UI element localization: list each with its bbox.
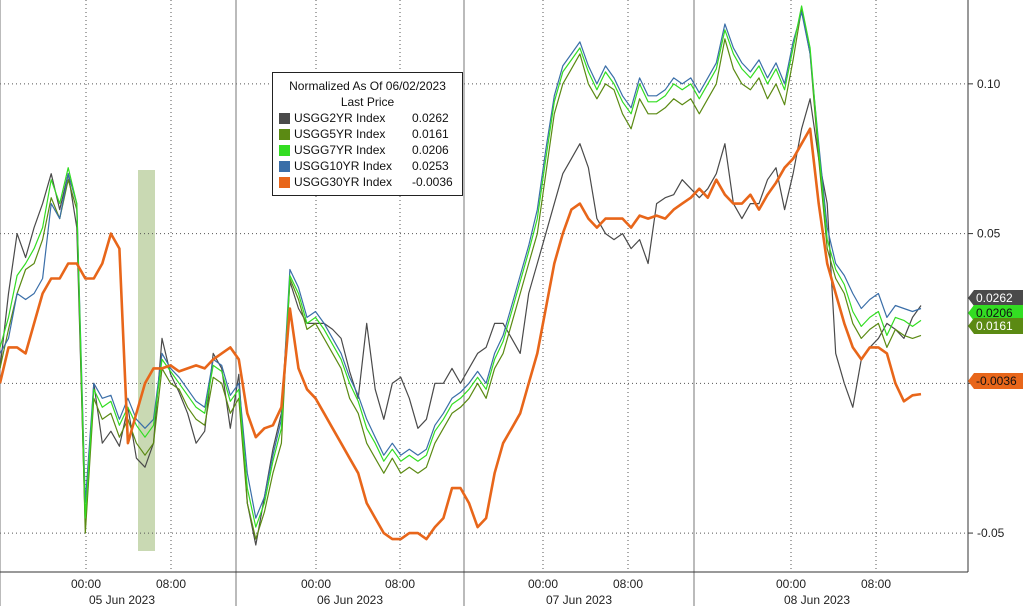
tag-value: 0.0206 xyxy=(976,306,1013,320)
tag-value: -0.0036 xyxy=(976,374,1017,388)
y-tick-label: -0.05 xyxy=(977,526,1005,540)
legend-entry: USGG10YR Index 0.0253 xyxy=(279,158,456,174)
tag-value: 0.0161 xyxy=(976,319,1013,333)
tag-background xyxy=(968,290,1023,306)
legend-swatch xyxy=(279,144,290,156)
y-tick-label: 0.10 xyxy=(977,77,1001,91)
series-line-usgg7yr xyxy=(0,5,922,528)
legend: Normalized As Of 06/02/2023 Last Price U… xyxy=(272,72,463,196)
tag-background xyxy=(968,305,1023,321)
x-tick-label: 00:00 xyxy=(776,577,806,591)
legend-series-name: USGG30YR Index xyxy=(294,175,393,189)
legend-entry: USGG7YR Index 0.0206 xyxy=(279,142,456,158)
x-tick-label: 08:00 xyxy=(385,577,415,591)
date-label: 07 Jun 2023 xyxy=(546,593,612,606)
legend-title: Normalized As Of 06/02/2023 xyxy=(289,79,446,93)
legend-swatch xyxy=(279,160,290,172)
date-label: 05 Jun 2023 xyxy=(89,593,155,606)
x-tick-label: 08:00 xyxy=(613,577,643,591)
x-tick-label: 08:00 xyxy=(156,577,186,591)
legend-series-value: -0.0036 xyxy=(412,175,453,189)
tag-value: 0.0262 xyxy=(976,291,1013,305)
x-tick-label: 00:00 xyxy=(301,577,331,591)
series-line-usgg30yr xyxy=(0,127,922,541)
gridlines xyxy=(0,0,968,606)
last-price-tag: 0.0206 xyxy=(968,305,1023,321)
date-label: 08 Jun 2023 xyxy=(784,593,850,606)
last-price-tag: -0.0036 xyxy=(968,373,1023,389)
legend-series-name: USGG2YR Index xyxy=(294,111,386,125)
tag-background xyxy=(968,373,1023,389)
legend-swatch xyxy=(279,128,290,140)
series-line-usgg10yr xyxy=(0,11,922,519)
legend-series-value: 0.0262 xyxy=(412,111,449,125)
legend-series-name: USGG7YR Index xyxy=(294,143,386,157)
last-price-tag: 0.0262 xyxy=(968,290,1023,306)
legend-series-value: 0.0206 xyxy=(412,143,449,157)
tag-background xyxy=(968,318,1023,334)
series-line-usgg5yr xyxy=(0,8,922,540)
green-region xyxy=(138,170,155,551)
legend-entry: USGG5YR Index 0.0161 xyxy=(279,126,456,142)
legend-entry: USGG30YR Index -0.0036 xyxy=(279,174,456,190)
y-tick-label: 0.05 xyxy=(977,227,1001,241)
legend-series-value: 0.0253 xyxy=(412,159,449,173)
date-label: 06 Jun 2023 xyxy=(317,593,383,606)
last-price-tag: 0.0161 xyxy=(968,318,1023,334)
x-tick-label: 00:00 xyxy=(528,577,558,591)
legend-series-name: USGG5YR Index xyxy=(294,127,386,141)
x-tick-label: 08:00 xyxy=(861,577,891,591)
x-tick-label: 00:00 xyxy=(71,577,101,591)
legend-series-value: 0.0161 xyxy=(412,127,449,141)
legend-swatch xyxy=(279,112,290,124)
legend-subtitle: Last Price xyxy=(340,95,395,109)
legend-swatch xyxy=(279,176,290,188)
legend-entry: USGG2YR Index 0.0262 xyxy=(279,110,456,126)
series-lines xyxy=(0,5,922,546)
legend-series-name: USGG10YR Index xyxy=(294,159,393,173)
highlight-regions xyxy=(138,170,155,551)
